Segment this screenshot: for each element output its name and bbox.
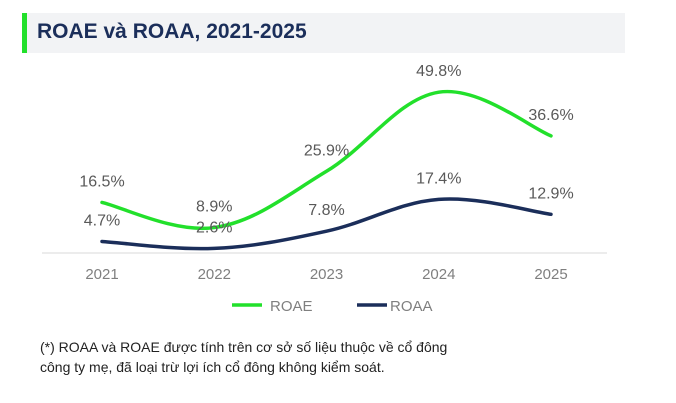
x-tick-label-2021: 2021 [85,266,118,283]
footnote-line-1: (*) ROAA và ROAE được tính trên cơ sở số… [40,339,448,355]
title-band [22,13,625,53]
roae-data-label-2024: 49.8% [416,63,461,80]
roae-data-label-2023: 25.9% [304,142,349,159]
roaa-data-label-2025: 12.9% [528,185,573,202]
roae-legend-label: ROAE [270,298,313,315]
footnote: (*) ROAA và ROAE được tính trên cơ sở số… [40,337,560,377]
roaa-series-line [100,197,553,251]
roae-data-label-2021: 16.5% [79,173,124,190]
roae-data-label-2025: 36.6% [528,107,573,124]
footnote-line-2: công ty mẹ, đã loại trừ lợi ích cổ đông … [40,359,385,375]
roaa-data-label-2022: 2.6% [196,219,232,236]
line-chart: 2021 2022 2023 2024 2025 16.5% 8.9% 25.9% 49.8% 3… [42,63,607,315]
roae-data-label-2022: 8.9% [196,199,232,216]
roaa-legend-label: ROAA [390,298,433,315]
x-tick-label-2023: 2023 [310,266,343,283]
x-tick-label-2025: 2025 [534,266,567,283]
roaa-data-label-2023: 7.8% [308,202,344,219]
chart-title: ROAE và ROAA, 2021-2025 [37,20,307,43]
title-accent-bar [22,13,27,53]
x-tick-label-2022: 2022 [198,266,231,283]
roae-series-line [100,89,553,231]
roaa-data-label-2021: 4.7% [84,212,120,229]
roaa-data-label-2024: 17.4% [416,170,461,187]
x-tick-label-2024: 2024 [422,266,455,283]
